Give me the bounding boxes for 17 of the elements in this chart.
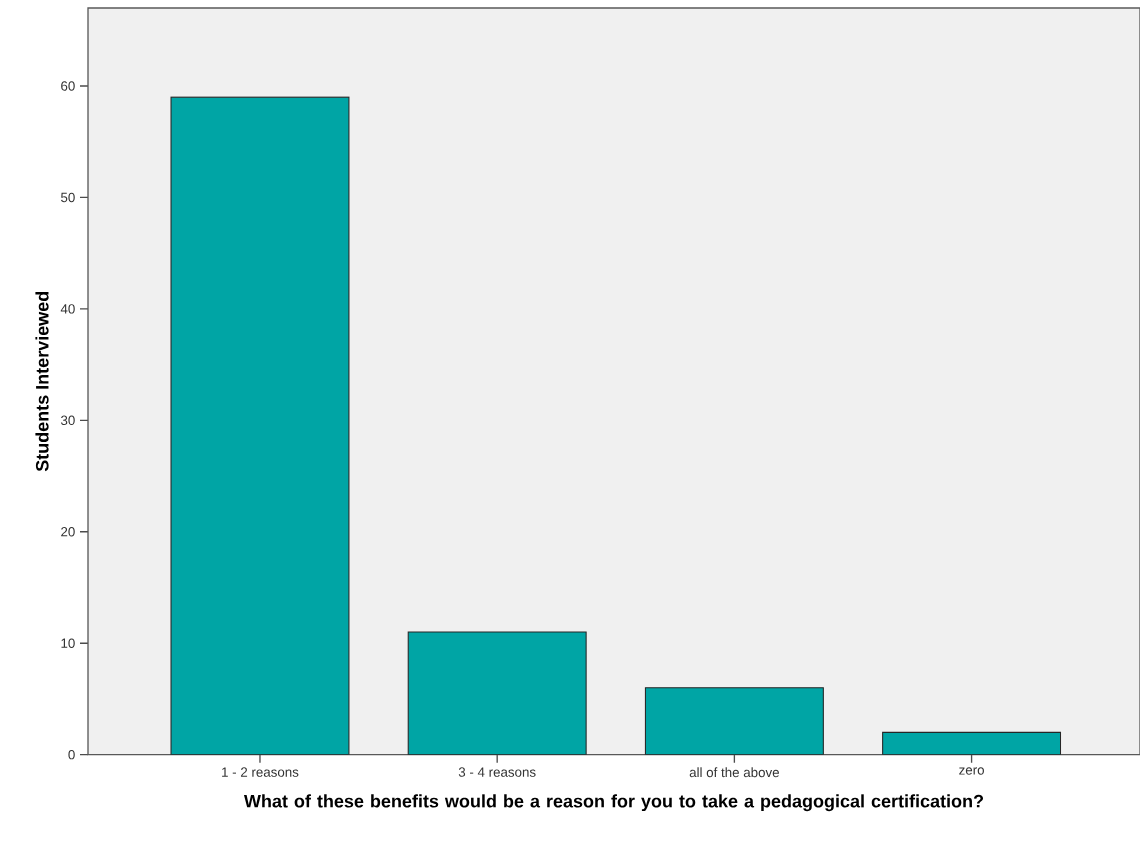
x-tick-label: 1 - 2 reasons — [222, 767, 299, 777]
y-tick-label: 20 — [61, 527, 75, 537]
y-tick-label: 40 — [60, 304, 75, 314]
x-tick-label: zero — [959, 767, 984, 775]
bar — [882, 732, 1062, 755]
y-tick-label: 50 — [61, 192, 75, 203]
bar — [644, 687, 824, 755]
bar — [407, 631, 587, 755]
x-tick-label: 3 - 4 reasons — [458, 767, 536, 777]
y-tick-label: 0 — [68, 750, 75, 760]
y-axis-title: Students Interviewed — [35, 292, 49, 472]
y-tick-label: 10 — [61, 638, 75, 649]
y-tick-label: 60 — [61, 81, 75, 91]
x-tick-label: all of the above — [689, 767, 779, 778]
y-tick-label: 30 — [60, 415, 75, 426]
x-axis-title: What of these benefits would be a reason for you to take a pedagogical certification? — [243, 794, 984, 812]
bar — [170, 96, 350, 755]
